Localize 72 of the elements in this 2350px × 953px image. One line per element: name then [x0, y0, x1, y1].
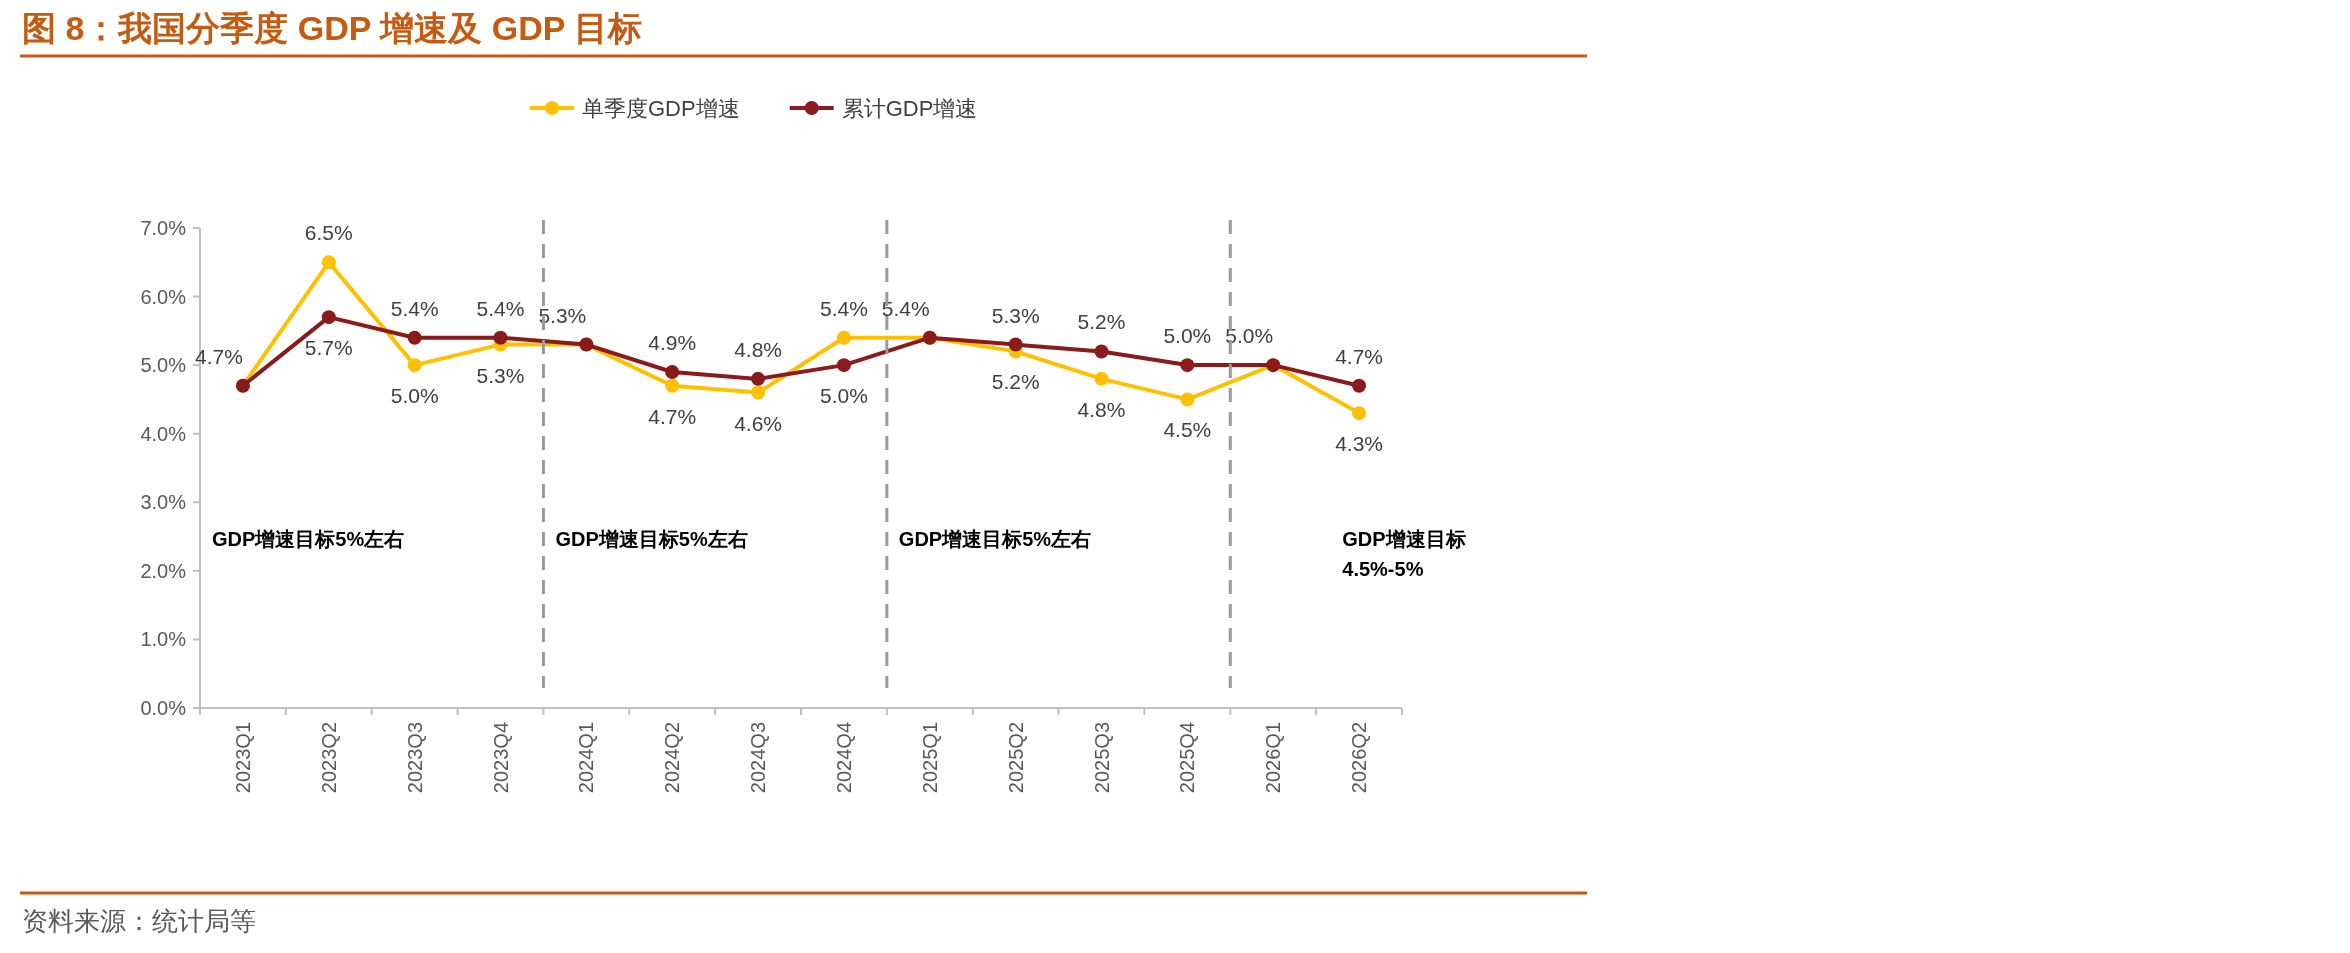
point — [751, 371, 766, 386]
point — [1180, 358, 1195, 373]
point — [665, 378, 680, 393]
legend-label: 单季度GDP增速 — [582, 96, 740, 121]
x-tick-label: 2026Q1 — [1262, 722, 1285, 794]
point — [493, 330, 508, 345]
text: 资料来源：统计局等 — [22, 906, 256, 936]
point — [836, 330, 851, 345]
data-label: 4.7% — [194, 344, 243, 368]
data-label: 4.9% — [648, 331, 697, 354]
data-label: 6.5% — [304, 221, 353, 245]
y-tick-label: 2.0% — [140, 559, 187, 582]
point — [1352, 406, 1367, 421]
point — [1094, 371, 1109, 386]
data-label: 4.7% — [1335, 344, 1384, 368]
data-label: 4.6% — [734, 411, 783, 435]
data-label: 4.7% — [648, 404, 697, 428]
x-tick-label: 2024Q1 — [575, 722, 598, 794]
data-label: 5.3% — [991, 303, 1040, 327]
point — [1180, 392, 1195, 407]
data-label: 4.3% — [1335, 432, 1384, 456]
annotation: GDP增速目标 4.5%-5% — [1342, 528, 1466, 580]
y-tick-label: 1.0% — [140, 628, 187, 651]
data-label: 5.0% — [1225, 324, 1274, 348]
data-label: 5.4% — [476, 296, 525, 320]
point — [407, 330, 422, 345]
data-label: 5.0% — [390, 384, 439, 408]
point — [665, 365, 680, 379]
data-label: 4.8% — [734, 337, 783, 361]
data-label: 5.3% — [476, 363, 525, 387]
point — [407, 358, 422, 373]
chart-title: 图 8：我国分季度 GDP 增速及 GDP 目标 — [22, 9, 643, 47]
data-label: 5.0% — [1163, 324, 1212, 348]
y-tick-label: 4.0% — [140, 422, 187, 445]
data-label: 4.8% — [1077, 397, 1126, 421]
annotation: GDP增速目标5%左右 — [212, 528, 405, 550]
y-tick-label: 0.0% — [140, 697, 187, 719]
x-tick-label: 2025Q2 — [1004, 722, 1027, 794]
x-tick-label: 2026Q2 — [1348, 722, 1371, 794]
data-label: 5.2% — [1077, 310, 1126, 334]
y-tick-label: 3.0% — [140, 491, 187, 514]
x-tick-label: 2024Q4 — [832, 722, 855, 794]
data-label: 5.2% — [991, 370, 1040, 394]
data-label: 5.4% — [390, 296, 439, 320]
data-label: 5.4% — [881, 296, 930, 320]
point — [1352, 378, 1367, 393]
x-tick-label: 2023Q3 — [403, 722, 426, 794]
annotation: GDP增速目标5%左右 — [898, 528, 1092, 550]
point — [751, 385, 766, 400]
point — [321, 310, 336, 325]
data-label: 5.0% — [819, 384, 868, 408]
x-tick-label: 2023Q2 — [317, 722, 340, 794]
point — [1008, 337, 1023, 352]
x-tick-label: 2025Q3 — [1090, 722, 1113, 794]
data-label: 5.7% — [304, 336, 353, 360]
x-tick-label: 2024Q2 — [661, 722, 684, 794]
annotation: GDP增速目标5%左右 — [555, 528, 748, 550]
point — [1094, 344, 1109, 359]
data-label: 4.5% — [1163, 418, 1212, 442]
x-tick-label: 2025Q1 — [918, 722, 941, 794]
point — [321, 255, 336, 270]
data-label: 5.3% — [538, 303, 587, 327]
y-tick-label: 5.0% — [140, 354, 187, 377]
x-tick-label: 2025Q4 — [1176, 722, 1199, 794]
y-tick-label: 6.0% — [140, 285, 187, 308]
x-tick-label: 2024Q3 — [747, 722, 770, 794]
legend-label: 累计GDP增速 — [841, 96, 978, 121]
x-tick-label: 2023Q1 — [231, 722, 254, 794]
point — [836, 358, 851, 373]
x-tick-label: 2023Q4 — [489, 722, 512, 794]
y-tick-label: 7.0% — [140, 217, 187, 239]
data-label: 5.4% — [819, 296, 868, 320]
